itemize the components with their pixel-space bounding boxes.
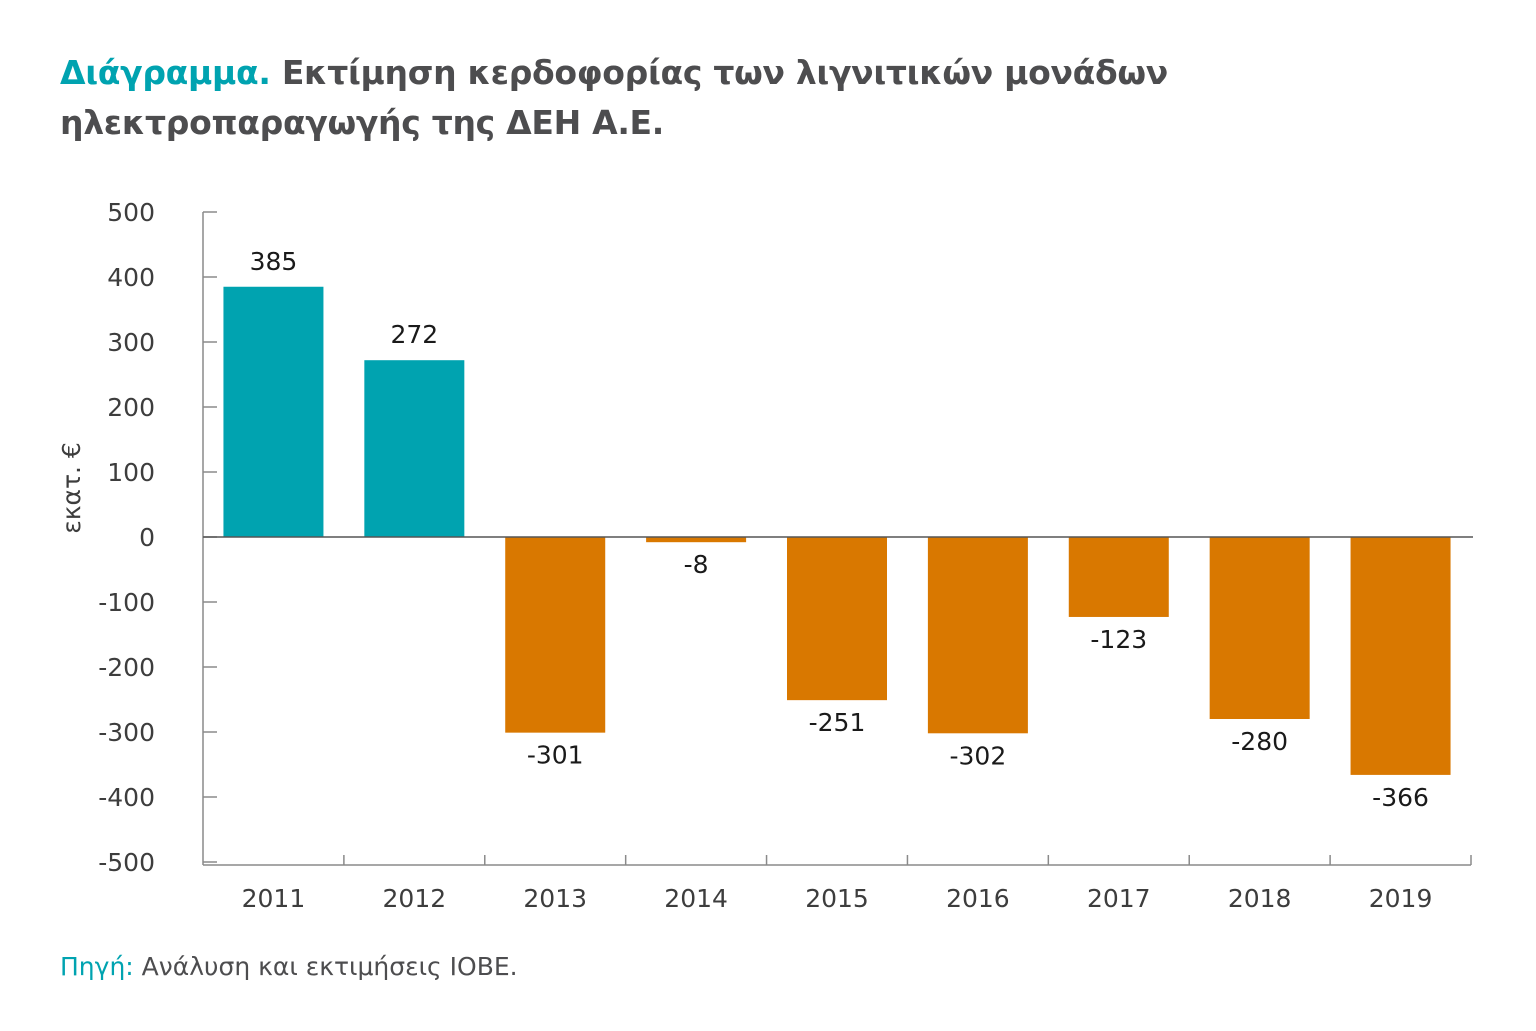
source-text: Ανάλυση και εκτιμήσεις ΙΟΒΕ. <box>133 952 518 981</box>
y-tick-label: 200 <box>107 393 155 422</box>
bar-2018 <box>1209 537 1310 719</box>
y-axis-label: εκατ. € <box>57 442 86 534</box>
data-label-2011: 385 <box>250 247 298 276</box>
x-tick-label: 2019 <box>1369 884 1433 913</box>
x-tick-label: 2015 <box>805 884 869 913</box>
data-label-2016: -302 <box>950 741 1007 770</box>
data-label-2014: -8 <box>684 550 709 579</box>
bar-2019 <box>1350 537 1451 775</box>
bar-2013 <box>505 537 606 733</box>
y-tick-label: 400 <box>107 263 155 292</box>
data-label-2012: 272 <box>390 320 438 349</box>
y-tick-label: -300 <box>98 718 155 747</box>
chart-title-lead: Διάγραμμα. <box>60 53 271 92</box>
source-lead: Πηγή: <box>60 952 134 981</box>
y-tick-label: -400 <box>98 783 155 812</box>
x-tick-label: 2011 <box>242 884 306 913</box>
y-tick-label: -100 <box>98 588 155 617</box>
bar-2016 <box>927 537 1028 734</box>
chart-title-text: Εκτίμηση κερδοφορίας των λιγνιτικών μονά… <box>60 53 1168 142</box>
bar-2017 <box>1068 537 1169 617</box>
data-label-2019: -366 <box>1372 783 1429 812</box>
y-tick-label: 0 <box>139 523 155 552</box>
bar-2015 <box>787 537 887 701</box>
x-tick-label: 2012 <box>383 884 447 913</box>
x-tick-label: 2017 <box>1087 884 1151 913</box>
y-tick-label: 100 <box>107 458 155 487</box>
chart-title: Διάγραμμα. Εκτίμηση κερδοφορίας των λιγν… <box>60 48 1500 148</box>
data-label-2013: -301 <box>527 741 584 770</box>
data-label-2017: -123 <box>1090 625 1147 654</box>
source-note: Πηγή: Ανάλυση και εκτιμήσεις ΙΟΒΕ. <box>60 952 518 981</box>
data-label-2015: -251 <box>809 708 866 737</box>
bar-2012 <box>364 360 465 537</box>
bar-2014 <box>646 537 747 543</box>
x-tick-label: 2014 <box>664 884 728 913</box>
y-tick-label: 500 <box>107 198 155 227</box>
y-tick-label: 300 <box>107 328 155 357</box>
x-tick-label: 2013 <box>523 884 587 913</box>
y-tick-label: -500 <box>98 848 155 877</box>
bar-2011 <box>223 286 324 537</box>
data-label-2018: -280 <box>1231 727 1288 756</box>
x-tick-label: 2016 <box>946 884 1010 913</box>
x-tick-label: 2018 <box>1228 884 1292 913</box>
y-tick-label: -200 <box>98 653 155 682</box>
